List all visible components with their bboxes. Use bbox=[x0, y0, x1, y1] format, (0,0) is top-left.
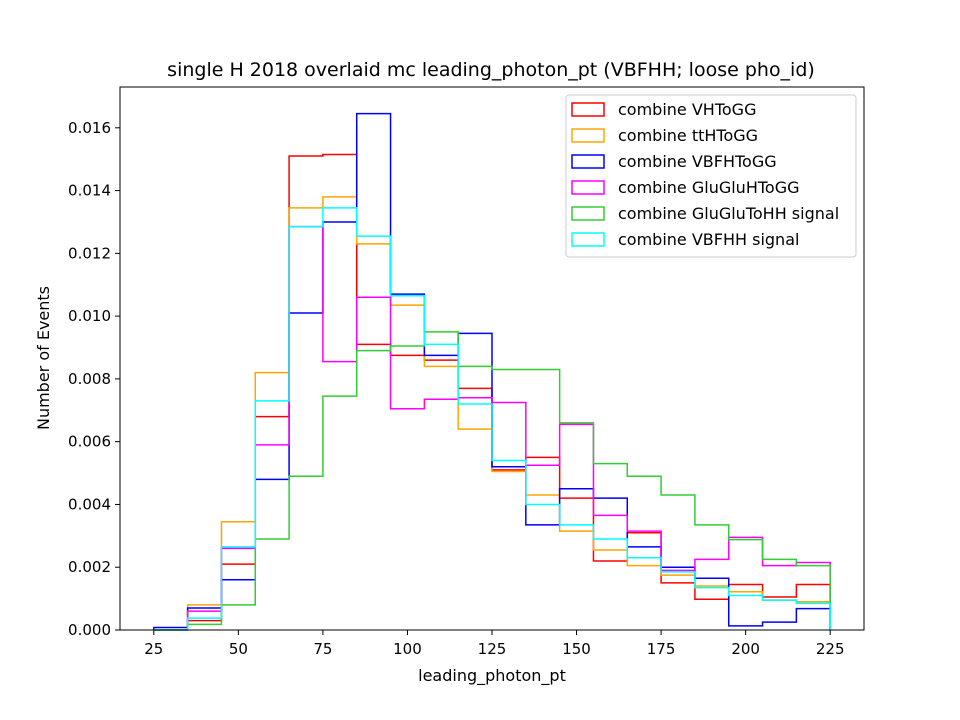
x-tick-label: 75 bbox=[313, 640, 332, 658]
x-tick-label: 25 bbox=[144, 640, 163, 658]
legend-swatch bbox=[571, 180, 605, 195]
x-tick-label: 125 bbox=[478, 640, 507, 658]
y-axis: 0.000 0.002 0.004 0.006 0.008 0.010 0.012 0.014… bbox=[68, 119, 120, 639]
y-tick-label: 0.000 bbox=[68, 621, 111, 639]
y-tick-label: 0.006 bbox=[68, 433, 111, 451]
legend-entry: combine ttHToGG bbox=[618, 126, 758, 145]
legend: combine VHToGG combine ttHToGG combine VBF… bbox=[565, 94, 857, 258]
legend-entry: combine VBFHH signal bbox=[618, 230, 799, 249]
x-tick-label: 200 bbox=[731, 640, 760, 658]
legend-entry: combine GluGluHToGG bbox=[618, 178, 799, 197]
x-axis-label: leading_photon_pt bbox=[418, 666, 566, 686]
x-tick-label: 50 bbox=[229, 640, 248, 658]
series-step-4 bbox=[153, 225, 831, 631]
y-axis-label: Number of Events bbox=[34, 286, 53, 430]
y-tick-label: 0.010 bbox=[68, 307, 111, 325]
legend-swatch bbox=[571, 102, 605, 117]
y-tick-label: 0.008 bbox=[68, 370, 111, 388]
legend-swatch bbox=[571, 128, 605, 143]
y-tick-label: 0.016 bbox=[68, 119, 111, 137]
legend-entry: combine VBFHToGG bbox=[618, 152, 777, 171]
x-tick-label: 225 bbox=[816, 640, 845, 658]
series-step-6 bbox=[153, 207, 831, 631]
legend-swatch bbox=[571, 154, 605, 169]
plot-area bbox=[153, 112, 831, 631]
y-tick-label: 0.002 bbox=[68, 558, 111, 576]
series-step-5 bbox=[153, 331, 831, 631]
y-tick-label: 0.004 bbox=[68, 495, 111, 513]
x-tick-label: 100 bbox=[393, 640, 422, 658]
y-tick-label: 0.012 bbox=[68, 244, 111, 262]
x-tick-label: 150 bbox=[562, 640, 591, 658]
legend-entry: combine VHToGG bbox=[618, 100, 756, 119]
legend-swatch bbox=[571, 206, 605, 221]
chart-title: single H 2018 overlaid mc leading_photon… bbox=[167, 59, 815, 81]
legend-entry: combine GluGluToHH signal bbox=[618, 204, 839, 223]
y-tick-label: 0.014 bbox=[68, 182, 111, 200]
legend-swatch bbox=[571, 232, 605, 247]
legend-box bbox=[565, 94, 857, 258]
x-axis: 25 50 75 100 125 150 175 200 225 bbox=[144, 630, 845, 658]
x-tick-label: 175 bbox=[647, 640, 676, 658]
